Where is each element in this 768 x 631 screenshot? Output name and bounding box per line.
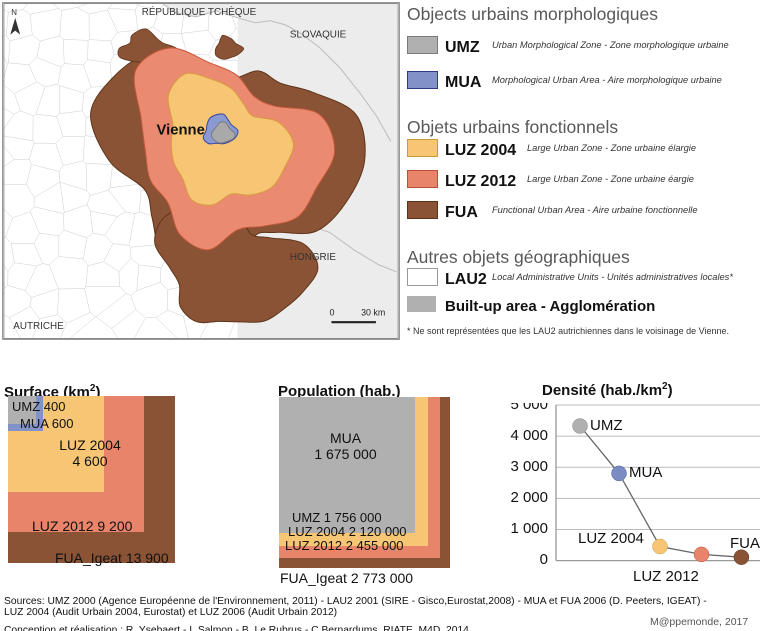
svg-text:MUA: MUA xyxy=(629,464,662,481)
svg-text:SLOVAQUIE: SLOVAQUIE xyxy=(290,30,347,41)
svg-text:HONGRIE: HONGRIE xyxy=(290,252,337,263)
svg-text:LUZ 2012: LUZ 2012 xyxy=(633,568,699,585)
svg-text:3 000: 3 000 xyxy=(510,458,548,475)
svg-text:2 000: 2 000 xyxy=(510,489,548,506)
svg-text:UMZ: UMZ xyxy=(590,417,623,434)
svg-text:LUZ 2004: LUZ 2004 xyxy=(578,530,644,547)
svg-text:4 000: 4 000 xyxy=(510,427,548,444)
svg-text:30 km: 30 km xyxy=(361,307,385,317)
svg-text:N: N xyxy=(11,8,17,17)
svg-text:0: 0 xyxy=(540,551,548,568)
svg-text:AUTRICHE: AUTRICHE xyxy=(13,321,64,332)
svg-text:5 000: 5 000 xyxy=(510,403,548,413)
svg-text:0: 0 xyxy=(329,307,334,317)
svg-text:1 000: 1 000 xyxy=(510,520,548,537)
svg-text:RÉPUBLIQUE TCHÈQUE: RÉPUBLIQUE TCHÈQUE xyxy=(142,7,257,18)
svg-text:FUA: FUA xyxy=(730,535,760,552)
svg-text:Vienne: Vienne xyxy=(157,122,205,138)
